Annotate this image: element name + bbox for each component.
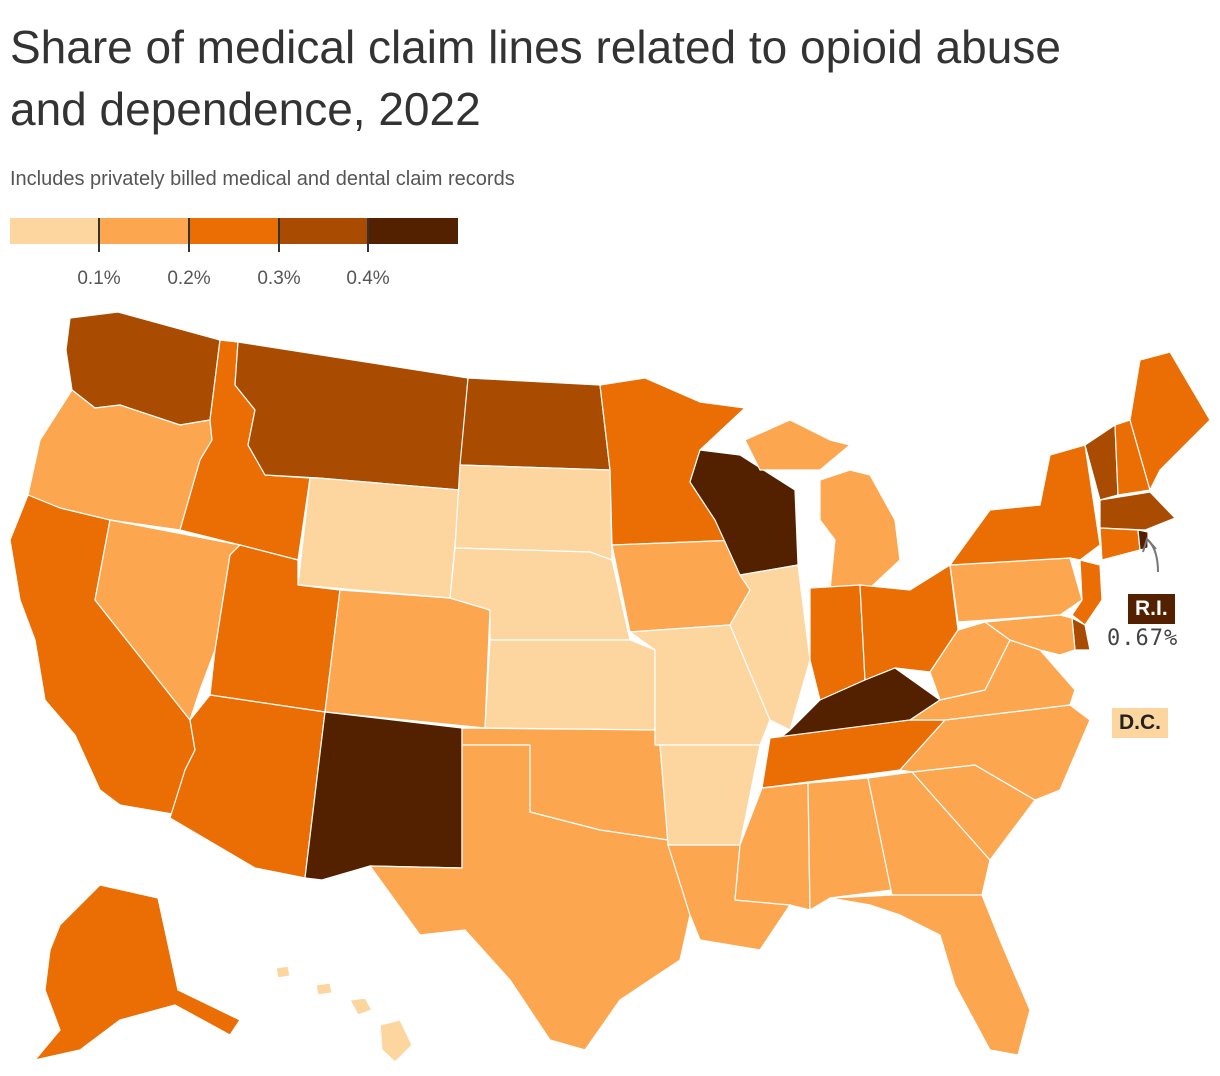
state-iowa[interactable]	[611, 539, 751, 633]
state-new-york[interactable]	[949, 444, 1101, 566]
legend-swatch-5	[368, 218, 458, 244]
legend-swatch-1	[10, 218, 100, 244]
legend-tick	[188, 218, 190, 252]
state-connecticut[interactable]	[1099, 527, 1141, 561]
ri-callout-value: 0.67%	[1107, 626, 1179, 651]
state-indiana[interactable]	[809, 584, 866, 701]
dc-callout-label: D.C.	[1112, 708, 1168, 738]
legend-label-0-4: 0.4%	[346, 268, 390, 289]
state-colorado[interactable]	[324, 589, 491, 729]
state-new-mexico[interactable]	[304, 711, 463, 881]
state-georgia[interactable]	[867, 771, 991, 896]
legend-swatch-4	[278, 218, 369, 244]
state-texas[interactable]	[369, 744, 691, 1051]
state-montana[interactable]	[234, 341, 469, 491]
legend-tick	[98, 218, 100, 252]
color-legend: 0.1% 0.2% 0.3% 0.4%	[10, 218, 458, 289]
state-illinois[interactable]	[729, 564, 811, 731]
state-maryland[interactable]	[984, 614, 1076, 656]
legend-label-0-3: 0.3%	[257, 268, 301, 289]
chart-subtitle: Includes privately billed medical and de…	[10, 168, 515, 190]
chart-title: Share of medical claim lines related to …	[10, 21, 1061, 135]
legend-label-0-1: 0.1%	[77, 268, 121, 289]
state-north-dakota[interactable]	[459, 377, 611, 471]
state-hawaii[interactable]	[275, 965, 413, 1063]
state-maine[interactable]	[1129, 351, 1211, 491]
us-choropleth-map	[9, 311, 1211, 1063]
state-arkansas[interactable]	[654, 744, 761, 846]
legend-label-0-2: 0.2%	[167, 268, 211, 289]
state-south-dakota[interactable]	[454, 464, 613, 561]
legend-swatch-2	[99, 218, 190, 244]
state-massachusetts[interactable]	[1099, 491, 1176, 531]
state-arizona[interactable]	[169, 694, 326, 879]
state-wyoming[interactable]	[297, 477, 461, 599]
ri-callout-label: R.I.	[1128, 594, 1175, 624]
legend-tick	[278, 218, 280, 252]
state-michigan[interactable]	[744, 419, 901, 591]
ri-callout-arrowhead	[1142, 537, 1157, 553]
state-alabama[interactable]	[807, 777, 893, 911]
state-alaska[interactable]	[34, 884, 241, 1061]
state-pennsylvania[interactable]	[949, 557, 1083, 623]
legend-bar	[10, 218, 458, 244]
state-kansas[interactable]	[484, 639, 656, 731]
state-florida[interactable]	[829, 894, 1031, 1056]
legend-tick	[367, 218, 369, 252]
legend-swatch-3	[189, 218, 279, 244]
